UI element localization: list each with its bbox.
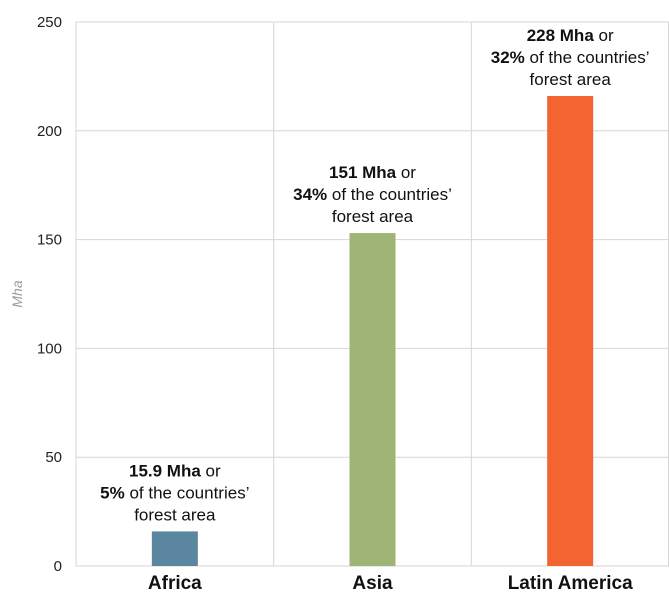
x-category-label-2: Latin America bbox=[508, 573, 633, 594]
y-tick-label-4: 200 bbox=[37, 123, 62, 140]
y-tick-label-0: 0 bbox=[54, 558, 62, 575]
y-axis-label: Mha bbox=[9, 280, 25, 307]
bar-annotations: 15.9 Mha or 5% of the countries’ forest ar… bbox=[100, 26, 649, 524]
bar-annotation-1: 151 Mha or 34% of the countries’ forest ar… bbox=[293, 163, 452, 226]
y-tick-label-2: 100 bbox=[37, 340, 62, 357]
y-tick-label-3: 150 bbox=[37, 232, 62, 249]
y-tick-label-5: 250 bbox=[37, 14, 62, 31]
y-axis-ticks: 0 50 100 150 200 250 bbox=[37, 14, 62, 575]
x-axis-categories: Africa Asia Latin America bbox=[148, 573, 633, 594]
bar-latin-america bbox=[547, 95, 594, 566]
bar-annotation-0: 15.9 Mha or 5% of the countries’ forest ar… bbox=[100, 461, 249, 524]
x-category-label-0: Africa bbox=[148, 573, 202, 594]
bar-africa bbox=[151, 531, 198, 566]
bar-annotation-2: 228 Mha or 32% of the countries’ forest ar… bbox=[491, 26, 650, 89]
bar-asia bbox=[349, 233, 396, 566]
bars bbox=[151, 95, 594, 566]
y-tick-label-1: 50 bbox=[45, 449, 62, 466]
x-category-label-1: Asia bbox=[352, 573, 393, 594]
